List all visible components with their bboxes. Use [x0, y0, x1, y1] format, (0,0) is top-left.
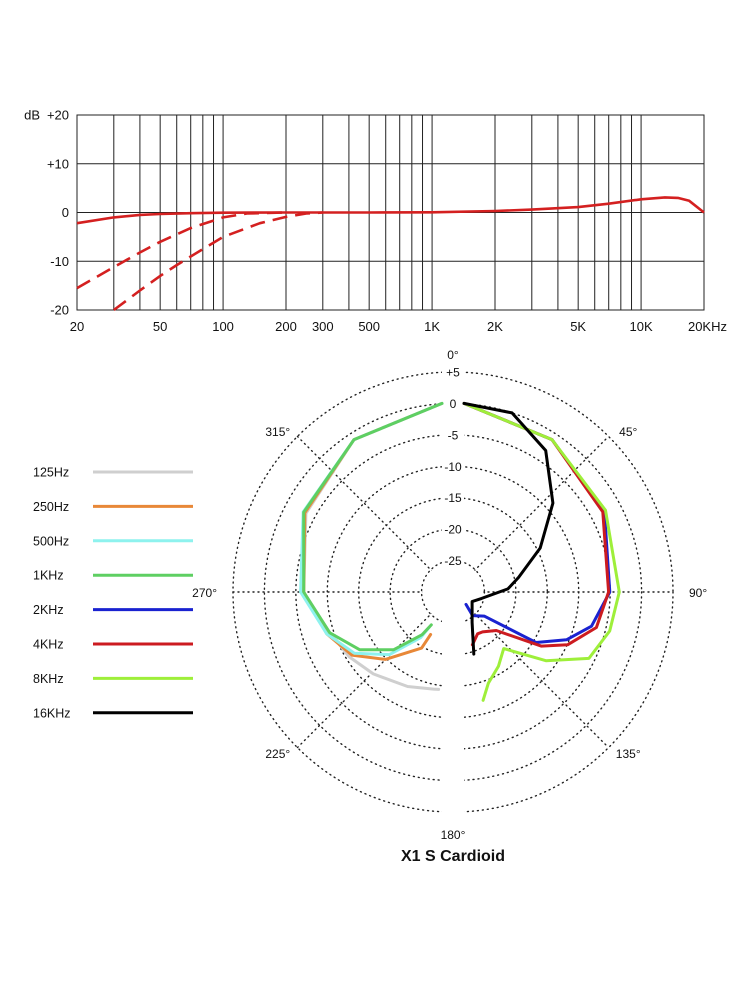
- legend-label: 250Hz: [33, 500, 69, 514]
- x-tick-label: 100: [212, 319, 234, 334]
- radial-tick-label: -15: [444, 491, 462, 505]
- angle-label: 315°: [265, 425, 290, 439]
- polar-curve-8khz: [462, 401, 621, 702]
- legend-label: 125Hz: [33, 466, 69, 480]
- radial-tick-label: 0: [450, 397, 457, 411]
- polar-curve-1khz: [302, 401, 444, 652]
- angle-label: 225°: [265, 747, 290, 761]
- polar-chart-title: X1 S Cardioid: [400, 848, 506, 865]
- polar-curve-250hz: [302, 401, 444, 661]
- legend-label: 1KHz: [33, 569, 64, 583]
- frequency-response-chart: +20 +10 0 -10 -20 dB 20 50 100 200 300 500 1K 2K 5K 10K…: [24, 108, 727, 335]
- legend-label: 500Hz: [33, 534, 69, 548]
- y-axis-label: dB: [24, 108, 40, 123]
- angle-label: 180°: [441, 828, 466, 842]
- x-tick-label: 2K: [487, 319, 503, 334]
- legend-label: 4KHz: [33, 638, 64, 652]
- x-tick-label: 20KHz: [688, 319, 727, 334]
- y-tick-label: -20: [50, 303, 69, 318]
- response-curve-low-cut: [113, 211, 323, 312]
- radial-tick-label: +5: [446, 366, 460, 380]
- legend-label: 16KHz: [33, 706, 71, 720]
- radial-tick-label: -10: [444, 460, 462, 474]
- polar-curve-500hz: [299, 401, 444, 657]
- polar-curve-16khz: [462, 401, 555, 656]
- x-tick-label: 10K: [630, 319, 653, 334]
- y-tick-label: +20: [47, 108, 69, 123]
- x-tick-label: 200: [275, 319, 297, 334]
- angle-label: 0°: [447, 348, 459, 362]
- x-tick-label: 50: [153, 319, 167, 334]
- x-tick-label: 20: [70, 319, 84, 334]
- angle-label: 45°: [619, 425, 637, 439]
- y-tick-label: 0: [62, 205, 69, 220]
- angle-label: 135°: [616, 747, 641, 761]
- y-tick-label: +10: [47, 156, 69, 171]
- y-tick-label: -10: [50, 254, 69, 269]
- x-tick-label: 300: [312, 319, 334, 334]
- radial-tick-label: -25: [444, 554, 462, 568]
- radial-tick-label: -20: [444, 523, 462, 537]
- center-gap: [422, 561, 484, 623]
- x-tick-label: 5K: [570, 319, 586, 334]
- polar-curve-4khz: [462, 401, 611, 648]
- legend-label: 2KHz: [33, 603, 64, 617]
- x-tick-label: 1K: [424, 319, 440, 334]
- response-curve-flat: [76, 196, 705, 225]
- radial-tick-label: -5: [448, 428, 459, 442]
- legend-label: 8KHz: [33, 672, 64, 686]
- angle-label: 90°: [689, 586, 707, 600]
- angle-label: 270°: [192, 586, 217, 600]
- response-curve-low-cut: [76, 211, 287, 290]
- x-tick-label: 500: [358, 319, 380, 334]
